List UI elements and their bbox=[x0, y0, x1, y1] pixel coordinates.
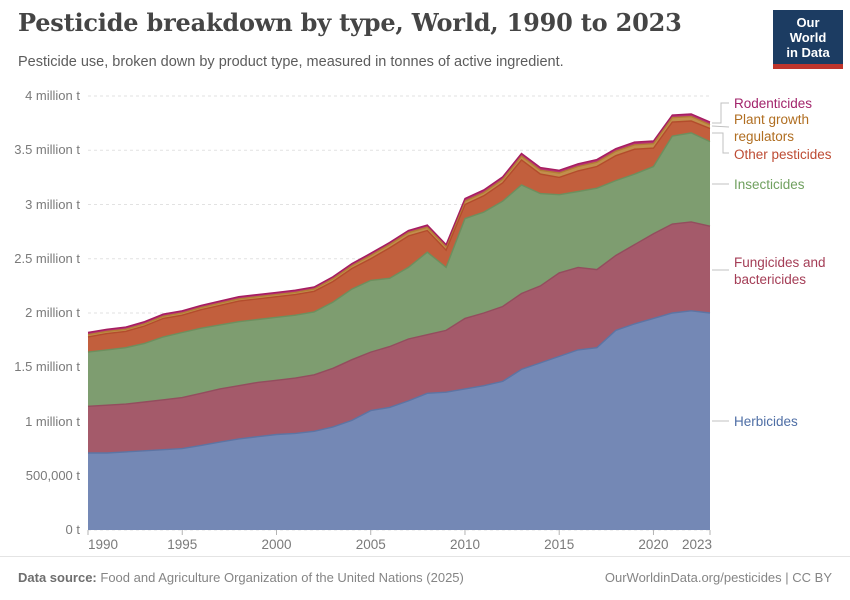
area-fungicides-and-bactericides[interactable] bbox=[88, 221, 710, 453]
area-insecticides[interactable] bbox=[88, 132, 710, 407]
chart-footer: Data source: Food and Agriculture Organi… bbox=[0, 556, 850, 600]
page-title: Pesticide breakdown by type, World, 1990… bbox=[18, 8, 682, 37]
data-source-label: Data source: bbox=[18, 570, 97, 585]
area-top-line-insecticides bbox=[87, 132, 711, 353]
area-top-line-other-pesticides bbox=[87, 120, 711, 338]
y-axis-label: 2 million t bbox=[25, 305, 80, 320]
y-axis-label: 2.5 million t bbox=[14, 250, 80, 266]
legend-item-fungicides-and-bactericides[interactable]: Fungicides and bactericides bbox=[734, 255, 826, 287]
x-axis-label: 1990 bbox=[88, 537, 119, 552]
owid-logo-line1: Our World bbox=[789, 15, 827, 45]
area-top-line-herbicides bbox=[88, 310, 711, 454]
owid-url-license[interactable]: OurWorldinData.org/pesticides | CC BY bbox=[604, 570, 832, 585]
owid-logo-line2: in Data bbox=[786, 45, 830, 60]
legend-connector bbox=[711, 125, 730, 128]
x-axis-label: 2015 bbox=[544, 537, 575, 552]
x-axis-label: 2005 bbox=[355, 537, 386, 552]
y-axis-label: 1 million t bbox=[25, 413, 80, 429]
x-axis-label: 2020 bbox=[638, 537, 669, 552]
y-axis-label: 3 million t bbox=[25, 196, 80, 212]
legend-connector bbox=[712, 102, 729, 124]
legend-item-rodenticides[interactable]: Rodenticides bbox=[734, 96, 813, 111]
legend-item-herbicides[interactable]: Herbicides bbox=[734, 414, 798, 429]
legend-item-other-pesticides[interactable]: Other pesticides bbox=[734, 147, 832, 162]
legend-connector bbox=[712, 132, 729, 154]
x-axis-label: 2000 bbox=[261, 537, 292, 552]
x-axis-label: 1995 bbox=[167, 537, 198, 552]
data-source-text: Food and Agriculture Organization of the… bbox=[100, 570, 464, 585]
area-top-line-rodenticides bbox=[87, 113, 711, 334]
owid-logo[interactable]: Our World in Data bbox=[773, 10, 843, 69]
y-axis-label: 4 million t bbox=[25, 88, 80, 103]
area-top-line-plant-growth-regulators bbox=[87, 115, 711, 336]
legend-item-plant-growth-regulators[interactable]: Plant growth regulators bbox=[734, 112, 810, 144]
x-axis-label: 2023 bbox=[681, 537, 712, 552]
data-source: Data source: Food and Agriculture Organi… bbox=[18, 570, 464, 585]
area-other-pesticides[interactable] bbox=[88, 121, 710, 353]
legend-item-insecticides[interactable]: Insecticides bbox=[734, 177, 805, 192]
y-axis-label: 500,000 t bbox=[25, 467, 80, 483]
x-axis-label: 2010 bbox=[449, 537, 480, 552]
y-axis-label: 1.5 million t bbox=[14, 359, 80, 375]
y-axis-label: 0 t bbox=[65, 522, 80, 537]
area-top-line-fungicides-and-bactericides bbox=[87, 221, 711, 407]
chart-subtitle: Pesticide use, broken down by product ty… bbox=[18, 54, 564, 70]
y-axis-label: 3.5 million t bbox=[14, 142, 80, 158]
area-herbicides[interactable] bbox=[88, 310, 710, 530]
